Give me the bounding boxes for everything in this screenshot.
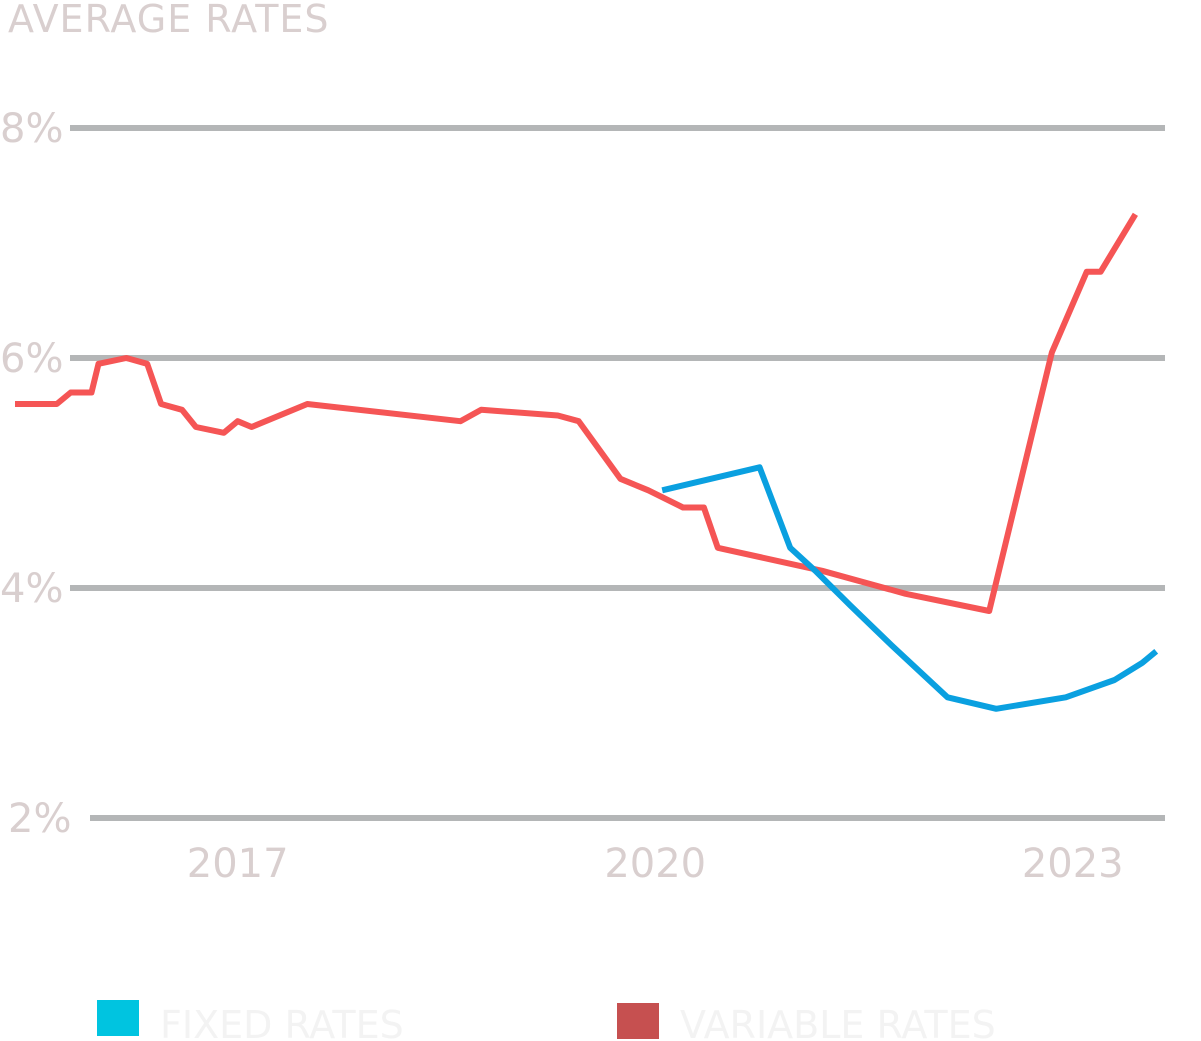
legend: FIXED RATES VARIABLE RATES (97, 1000, 996, 1041)
x-tick-label: 2023 (1022, 841, 1124, 887)
legend-label-fixed-rates: FIXED RATES (160, 1003, 404, 1041)
x-axis-ticks: 2017 2020 2023 (187, 841, 1124, 887)
y-tick-label: 8% (0, 106, 63, 152)
y-tick-label: 6% (0, 336, 63, 382)
legend-swatch-variable-rates (617, 1003, 659, 1039)
y-tick-label: 2% (8, 796, 71, 842)
chart-title: AVERAGE RATES (8, 0, 330, 41)
grid-lines (70, 125, 1165, 821)
series-line-variable-rates (15, 212, 1138, 614)
x-tick-label: 2020 (604, 841, 706, 887)
legend-label-variable-rates: VARIABLE RATES (680, 1003, 996, 1041)
series-line-fixed-rates (661, 464, 1159, 712)
y-axis-ticks: 8% 6% 4% 2% (0, 106, 71, 842)
x-tick-label: 2017 (187, 841, 289, 887)
legend-swatch-fixed-rates (97, 1000, 139, 1036)
series-lines (15, 212, 1159, 712)
y-tick-label: 4% (0, 566, 63, 612)
